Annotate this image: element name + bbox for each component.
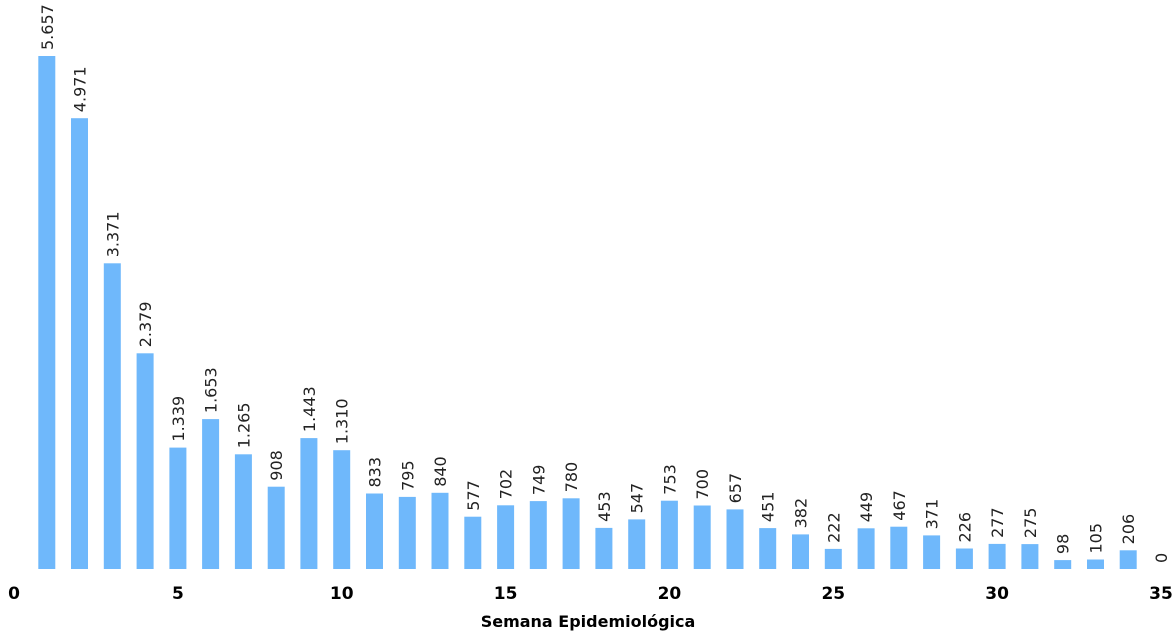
- bar-week-5: [169, 447, 187, 569]
- value-label-week-16: 749: [529, 465, 548, 496]
- value-label-week-10: 1.310: [333, 398, 352, 444]
- bars-group: [38, 56, 1137, 569]
- x-axis-title: Semana Epidemiológica: [481, 612, 696, 631]
- value-label-week-24: 382: [792, 498, 811, 529]
- bar-week-33: [1087, 559, 1104, 569]
- value-label-week-6: 1.653: [202, 367, 221, 413]
- value-labels-group: 5.657 4.971 3.371 2.379 1.339 1.653 1.265 908 1.…: [38, 4, 1171, 563]
- bar-week-30: [988, 543, 1006, 569]
- x-tick-label-25: 25: [821, 584, 845, 604]
- bar-week-28: [923, 535, 941, 569]
- bar-week-19: [628, 519, 646, 569]
- value-label-week-33: 105: [1087, 523, 1106, 554]
- value-label-week-26: 449: [857, 492, 876, 523]
- value-label-week-8: 908: [267, 450, 286, 481]
- value-label-week-28: 371: [923, 499, 942, 530]
- bar-week-2: [71, 118, 88, 569]
- value-label-week-21: 700: [693, 469, 712, 500]
- bar-week-14: [464, 516, 482, 569]
- bar-week-29: [955, 548, 973, 569]
- bar-week-11: [366, 493, 383, 569]
- bar-week-3: [103, 263, 121, 569]
- bar-week-9: [300, 438, 318, 569]
- value-label-week-15: 702: [497, 469, 516, 500]
- value-label-week-11: 833: [366, 457, 385, 488]
- bar-week-31: [1021, 544, 1039, 569]
- value-label-week-17: 780: [562, 462, 581, 493]
- value-label-week-12: 795: [398, 460, 417, 491]
- x-tick-label-35: 35: [1149, 584, 1173, 604]
- value-label-week-7: 1.265: [234, 402, 253, 448]
- value-label-week-3: 3.371: [103, 211, 122, 257]
- bar-week-13: [431, 492, 449, 569]
- bar-week-17: [562, 498, 580, 569]
- bar-week-25: [824, 548, 842, 569]
- value-label-week-25: 222: [824, 512, 843, 543]
- bar-week-6: [202, 419, 220, 569]
- value-label-week-14: 577: [464, 480, 483, 511]
- x-tick-label-5: 5: [172, 584, 184, 604]
- bar-week-32: [1054, 560, 1072, 569]
- value-label-week-23: 451: [759, 492, 778, 523]
- value-label-week-22: 657: [726, 473, 745, 504]
- value-label-week-29: 226: [955, 512, 974, 543]
- bar-week-18: [595, 527, 613, 569]
- value-label-week-2: 4.971: [71, 66, 90, 112]
- bar-week-27: [890, 526, 908, 569]
- bar-week-24: [792, 534, 809, 569]
- value-label-week-18: 453: [595, 491, 614, 522]
- value-label-week-35: 0: [1152, 553, 1171, 563]
- value-label-week-32: 98: [1054, 534, 1073, 554]
- bar-week-7: [234, 454, 252, 569]
- value-label-week-9: 1.443: [300, 386, 319, 432]
- bar-week-8: [267, 486, 285, 569]
- bar-week-10: [333, 450, 351, 569]
- value-label-week-13: 840: [431, 456, 450, 487]
- bar-week-12: [398, 496, 416, 569]
- bar-week-4: [136, 353, 154, 569]
- x-tick-label-20: 20: [658, 584, 682, 604]
- x-tick-label-0: 0: [8, 584, 20, 604]
- bar-week-23: [759, 528, 777, 569]
- bar-week-34: [1119, 550, 1137, 569]
- bar-week-22: [726, 509, 744, 569]
- value-label-week-1: 5.657: [38, 4, 57, 50]
- bar-week-1: [38, 56, 56, 569]
- x-tick-label-30: 30: [985, 584, 1009, 604]
- x-axis-ticks: 0 5 10 15 20 25 30 35: [8, 584, 1173, 604]
- value-label-week-5: 1.339: [169, 396, 188, 442]
- value-label-week-31: 275: [1021, 508, 1040, 539]
- bar-week-26: [857, 528, 875, 569]
- bar-week-21: [693, 505, 711, 569]
- value-label-week-34: 206: [1119, 514, 1138, 545]
- value-label-week-20: 753: [660, 464, 679, 495]
- bar-week-15: [497, 505, 515, 569]
- bar-week-16: [529, 501, 547, 569]
- value-label-week-19: 547: [628, 483, 647, 514]
- value-label-week-30: 277: [988, 507, 1007, 538]
- x-tick-label-15: 15: [494, 584, 518, 604]
- bar-week-20: [660, 500, 678, 569]
- x-tick-label-10: 10: [330, 584, 354, 604]
- value-label-week-4: 2.379: [136, 301, 155, 347]
- value-label-week-27: 467: [890, 490, 909, 521]
